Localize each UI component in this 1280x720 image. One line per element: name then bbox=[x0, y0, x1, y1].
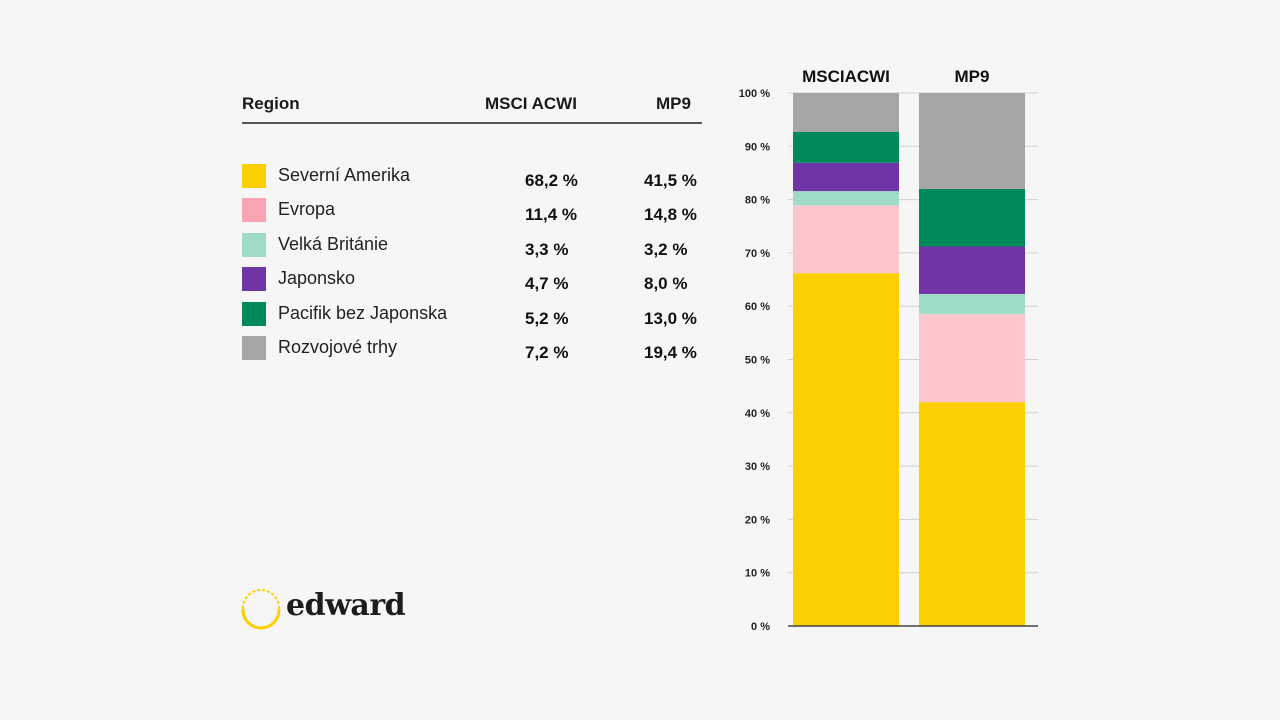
y-tick-label: 0 % bbox=[751, 621, 770, 633]
bar-segment bbox=[793, 205, 899, 274]
msci-value: 5,2 % bbox=[525, 308, 569, 328]
bar-segment bbox=[919, 188, 1025, 247]
bar-segment bbox=[919, 93, 1025, 189]
bar-segment bbox=[793, 162, 899, 192]
legend-swatch bbox=[242, 301, 266, 326]
bar-segment bbox=[919, 314, 1025, 403]
bar-segment bbox=[919, 246, 1025, 294]
region-label: Severní Amerika bbox=[278, 165, 411, 185]
table-row: Evropa 11,4 % 14,8 % bbox=[242, 198, 702, 228]
y-tick-label: 50 % bbox=[745, 355, 770, 367]
table-row: Pacifik bez Japonska 5,2 % 13,0 % bbox=[242, 301, 702, 332]
table-row: Velká Británie 3,3 % 3,2 % bbox=[242, 232, 702, 263]
bar-segment bbox=[919, 293, 1025, 315]
logo-text: edward bbox=[286, 588, 406, 623]
table-row: Japonsko 4,7 % 8,0 % bbox=[242, 267, 702, 297]
category-label: MP9 bbox=[955, 67, 990, 86]
region-label: Evropa bbox=[278, 199, 336, 220]
msci-value: 3,3 % bbox=[525, 239, 569, 259]
sun-logo-icon bbox=[241, 589, 281, 630]
edward-logo: edward bbox=[240, 586, 410, 632]
msci-value: 7,2 % bbox=[525, 343, 569, 362]
table-row: Severní Amerika 68,2 % 41,5 % bbox=[242, 164, 702, 194]
legend-swatch bbox=[242, 164, 266, 188]
y-tick-label: 10 % bbox=[745, 568, 770, 580]
category-label: MSCIACWI bbox=[802, 67, 890, 86]
legend-swatch bbox=[242, 267, 266, 292]
msci-value: 68,2 % bbox=[525, 171, 578, 190]
mp9-value: 19,4 % bbox=[644, 343, 697, 362]
region-label: Pacifik bez Japonska bbox=[278, 302, 448, 323]
region-header: Region bbox=[242, 94, 300, 113]
y-tick-label: 20 % bbox=[745, 514, 770, 526]
legend-swatch bbox=[242, 198, 266, 223]
y-tick-label: 70 % bbox=[745, 248, 770, 260]
legend-swatch bbox=[242, 232, 266, 257]
bar-segment bbox=[793, 191, 899, 206]
region-label: Rozvojové trhy bbox=[278, 337, 398, 357]
mp9-value: 3,2 % bbox=[644, 239, 688, 259]
legend-swatch bbox=[242, 336, 266, 360]
y-tick-label: 40 % bbox=[745, 408, 770, 420]
bar-segment bbox=[793, 131, 899, 163]
y-tick-label: 90 % bbox=[745, 141, 770, 153]
table-row: Rozvojové trhy 7,2 % 19,4 % bbox=[242, 336, 702, 366]
table-header: Region MSCI ACWI MP9 bbox=[242, 92, 702, 124]
msci-value: 4,7 % bbox=[525, 274, 569, 294]
bar-segment bbox=[919, 402, 1025, 626]
mp9-value: 8,0 % bbox=[644, 274, 688, 294]
mp9-value: 13,0 % bbox=[644, 308, 697, 328]
mp9-header: MP9 bbox=[656, 94, 691, 113]
y-tick-label: 100 % bbox=[739, 88, 770, 100]
allocation-table: Region MSCI ACWI MP9 Severní Amerika 68,2… bbox=[242, 92, 702, 362]
y-tick-label: 60 % bbox=[745, 301, 770, 313]
mp9-value: 41,5 % bbox=[644, 171, 697, 190]
msci-value: 11,4 % bbox=[525, 205, 577, 225]
stacked-bar-chart: 0 % 10 % 20 % 30 % 40 % 50 % 60 % 70 % 80 % 90 % 1… bbox=[739, 67, 1038, 633]
region-label: Japonsko bbox=[278, 268, 356, 289]
msci-header: MSCI ACWI bbox=[485, 94, 577, 113]
y-tick-label: 80 % bbox=[745, 195, 770, 207]
bar-segment bbox=[793, 93, 899, 132]
bar-segment bbox=[793, 273, 899, 626]
y-tick-label: 30 % bbox=[745, 461, 770, 473]
region-label: Velká Británie bbox=[278, 233, 389, 254]
mp9-value: 14,8 % bbox=[644, 205, 697, 225]
